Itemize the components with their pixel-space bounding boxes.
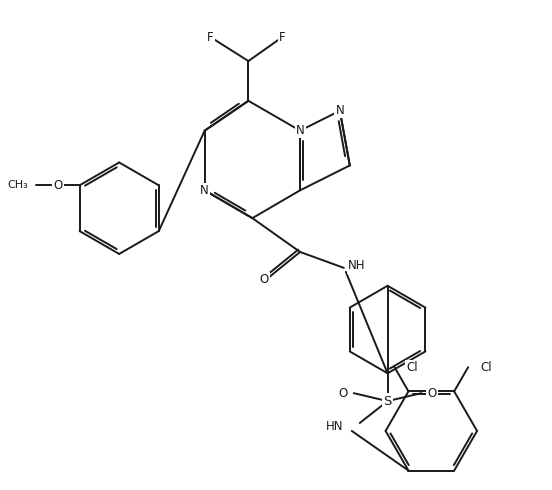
Text: F: F	[279, 31, 285, 44]
Text: Cl: Cl	[406, 361, 418, 374]
Text: O: O	[338, 387, 348, 400]
Text: NH: NH	[348, 259, 365, 272]
Text: S: S	[384, 394, 392, 408]
Text: N: N	[200, 184, 209, 197]
Text: N: N	[336, 104, 344, 117]
Text: Cl: Cl	[480, 361, 492, 374]
Text: O: O	[427, 387, 437, 400]
Text: N: N	[296, 124, 305, 137]
Text: F: F	[208, 31, 214, 44]
Text: O: O	[259, 273, 269, 286]
Text: CH₃: CH₃	[7, 180, 28, 190]
Text: HN: HN	[326, 420, 344, 434]
Text: O: O	[53, 179, 62, 192]
